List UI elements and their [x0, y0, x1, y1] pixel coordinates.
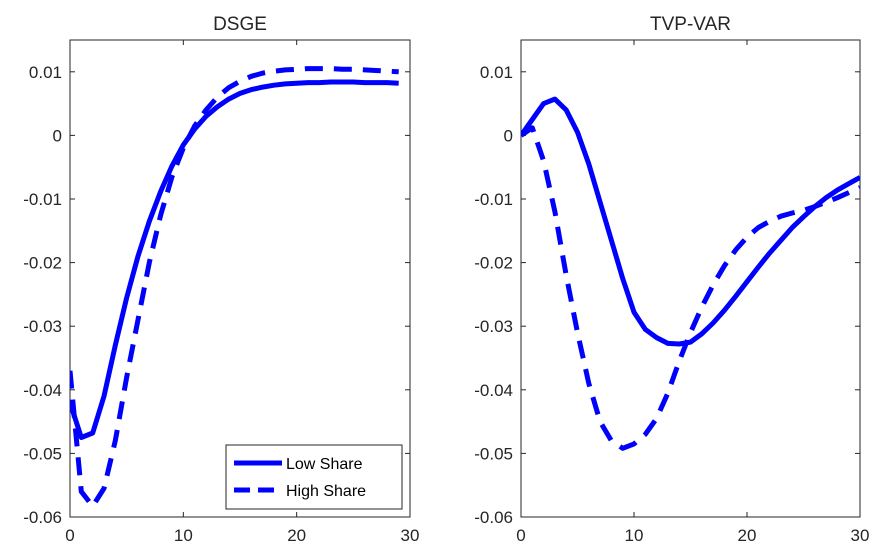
chart-1-series-solid-line — [521, 96, 860, 347]
chart-1-y-tick-label: -0.04 — [474, 381, 513, 400]
chart-0-axes-box — [69, 39, 411, 518]
chart-0-x-tick-label: 0 — [65, 526, 74, 545]
chart-1-y-tick-label: 0 — [504, 126, 513, 145]
chart-panel-dsge: DSGE 0 10 20 30 0.01 0 -0.01 -0.02 -0.03 -0.04 -0.0… — [23, 14, 419, 545]
chart-0-legend-label: Low Share — [286, 456, 363, 473]
chart-0-y-tick-label: 0 — [53, 126, 62, 145]
chart-0-series-solid-line — [70, 79, 399, 440]
chart-1-y-tick-label: -0.06 — [474, 508, 513, 527]
chart-0-x-tick-label: 30 — [401, 526, 420, 545]
chart-panel-tvp-var: TVP-VAR 0 10 20 30 0.01 0 -0.01 -0.02 -0.03 -0.04 -… — [474, 14, 869, 545]
chart-1-y-tick-label: -0.03 — [474, 317, 513, 336]
chart-0-y-tick-label: -0.05 — [23, 444, 62, 463]
chart-0-legend: Low Share High Share — [225, 444, 403, 510]
chart-0-y-tick-label: 0.01 — [29, 63, 62, 82]
chart-0-x-tick-label: 20 — [287, 526, 306, 545]
chart-1-y-tick-label: -0.02 — [474, 254, 513, 273]
chart-1-y-tick-label: -0.01 — [474, 190, 513, 209]
chart-1-x-tick-label: 0 — [516, 526, 525, 545]
chart-0-y-tick-label: -0.01 — [23, 190, 62, 209]
chart-0-x-tick-label: 10 — [174, 526, 193, 545]
chart-0-y-tick-label: -0.03 — [23, 317, 62, 336]
chart-1-x-tick-label: 20 — [738, 526, 757, 545]
chart-0-y-tick-label: -0.02 — [23, 254, 62, 273]
chart-0-legend-label: High Share — [286, 483, 366, 500]
chart-0-legend-box — [225, 444, 403, 510]
chart-1-y-tick-label: -0.05 — [474, 444, 513, 463]
chart-1-axes-box — [520, 39, 861, 518]
chart-0-series-dashed-line — [70, 66, 399, 509]
chart-0-y-tick-label: -0.04 — [23, 381, 62, 400]
chart-1-title: TVP-VAR — [650, 14, 731, 35]
chart-1-x-tick-label: 30 — [851, 526, 870, 545]
chart-1-x-tick-label: 10 — [625, 526, 644, 545]
chart-0-title: DSGE — [213, 14, 267, 35]
chart-1-y-tick-label: 0.01 — [480, 63, 513, 82]
chart-0-y-tick-label: -0.06 — [23, 508, 62, 527]
